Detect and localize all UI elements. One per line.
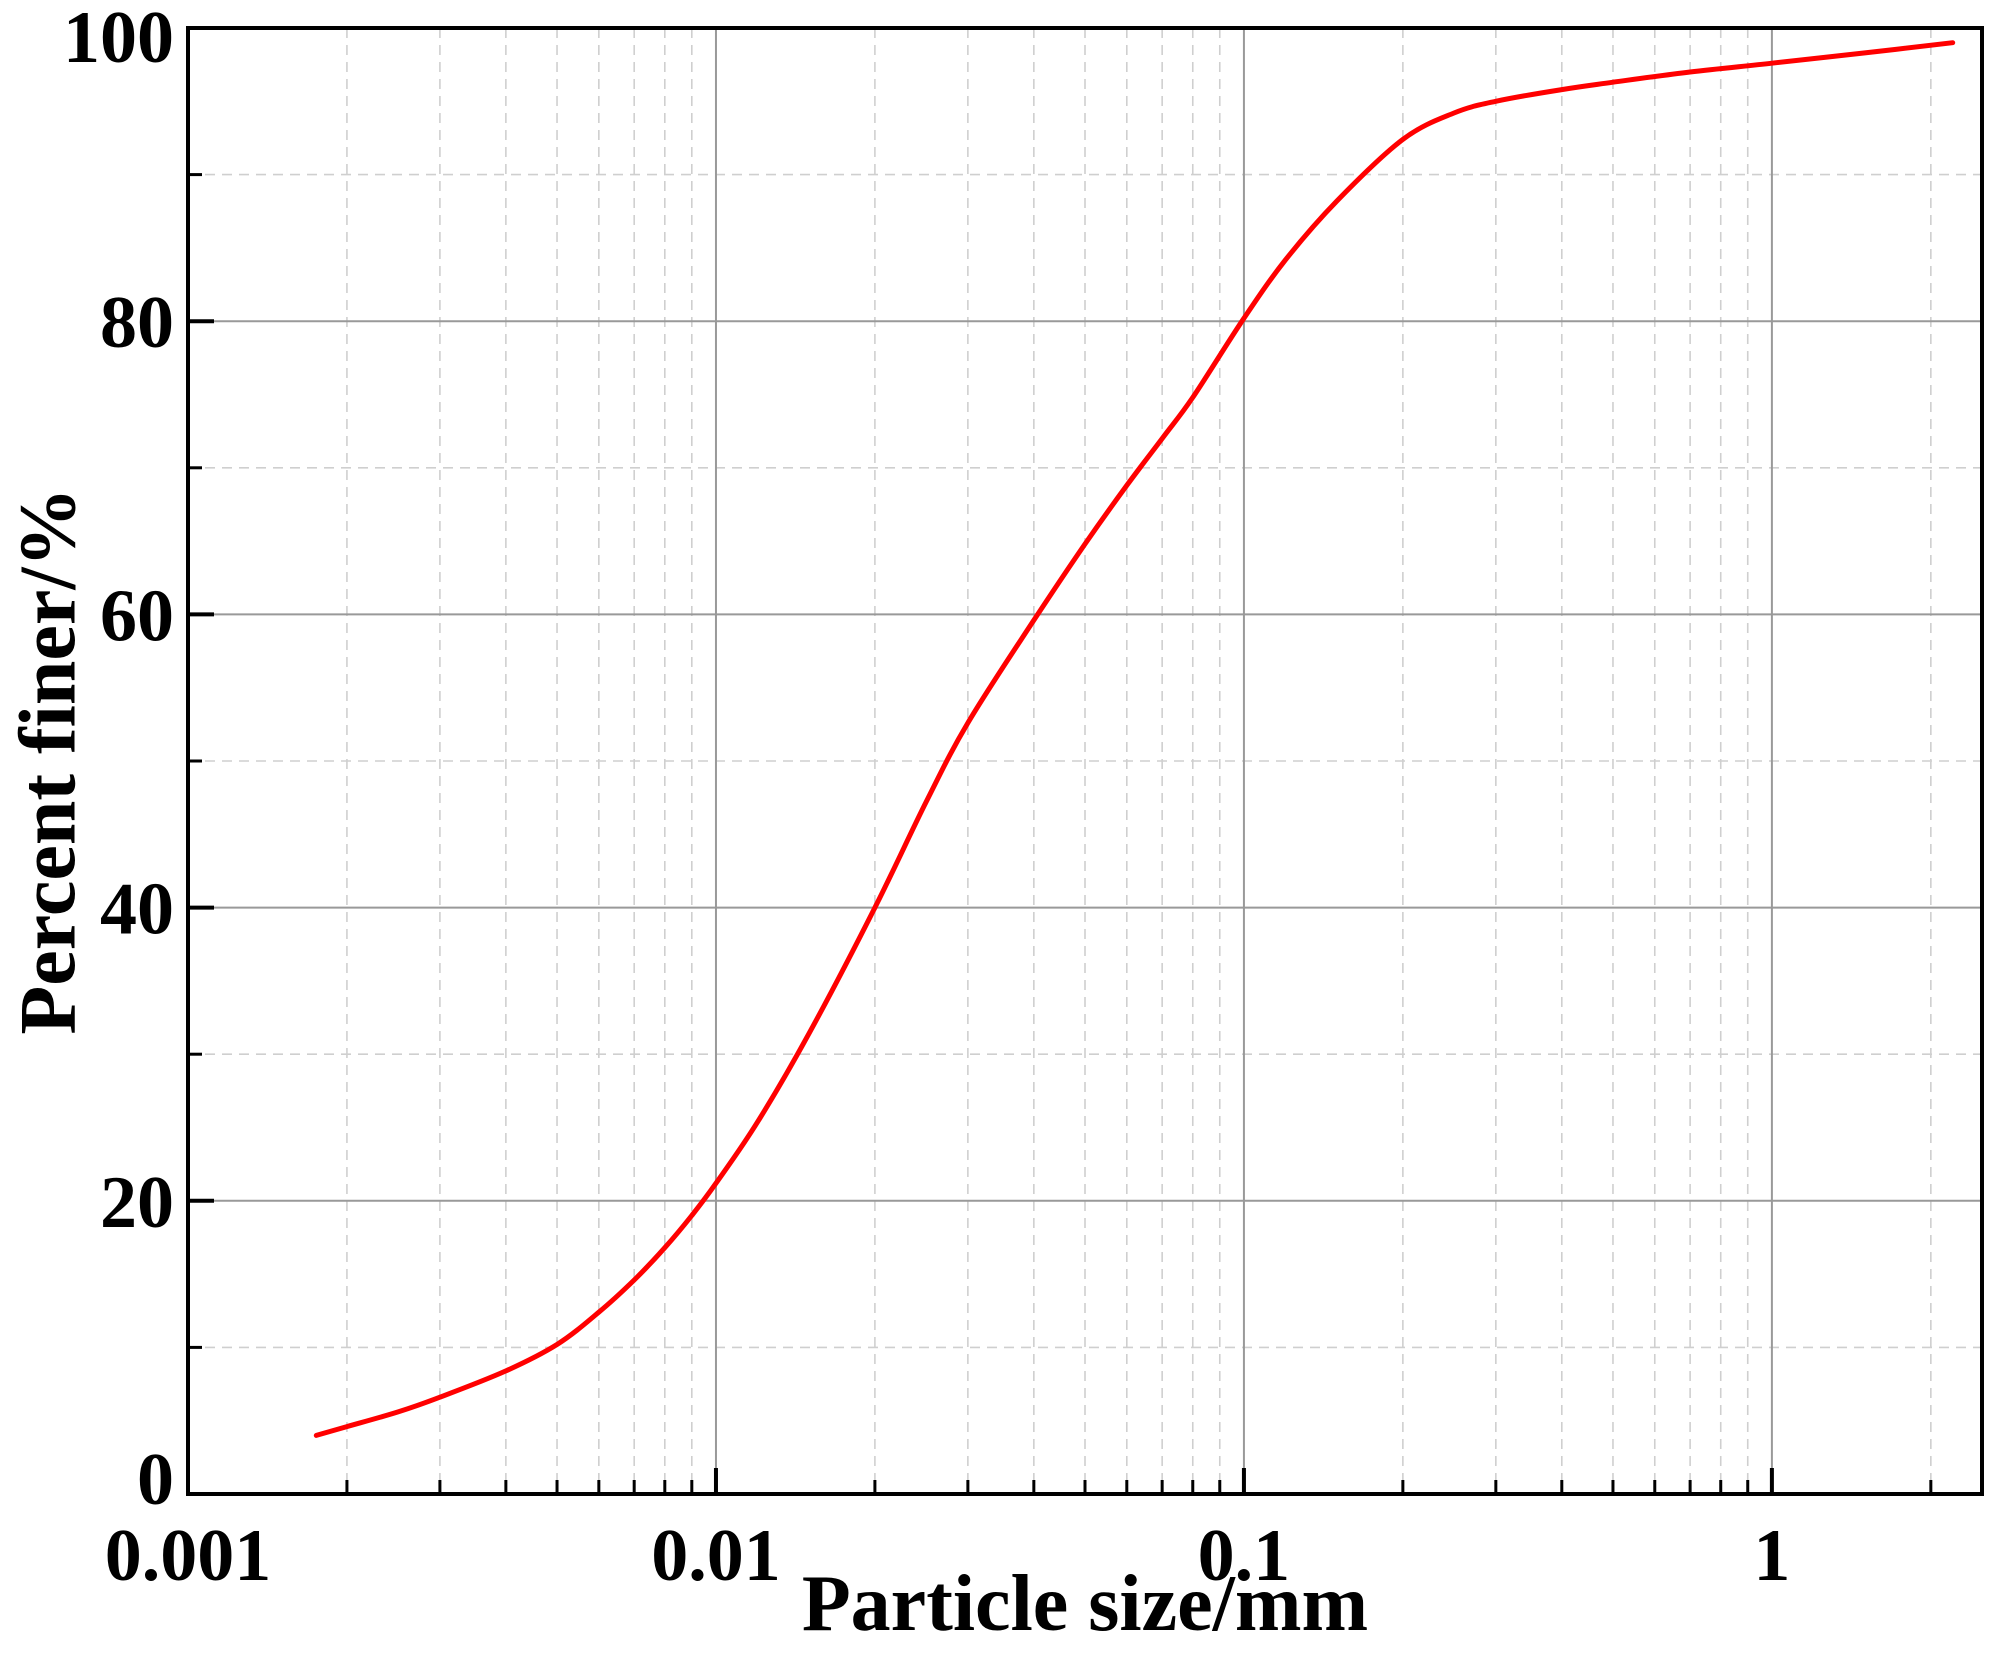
tick-marks — [186, 26, 1933, 1496]
x-axis-title: Particle size/mm — [802, 1560, 1368, 1648]
y-tick-label: 80 — [100, 282, 174, 364]
x-tick-label: 0.001 — [105, 1515, 272, 1597]
x-tick-label: 0.1 — [1198, 1515, 1291, 1597]
x-tick-label: 1 — [1753, 1515, 1790, 1597]
y-tick-label: 20 — [100, 1162, 174, 1244]
y-axis-title: Percent finer/% — [4, 487, 92, 1034]
y-tick-label: 100 — [63, 0, 174, 79]
series-layer — [313, 40, 1956, 1438]
y-tick-label: 0 — [137, 1439, 174, 1521]
x-tick-label: 0.01 — [651, 1515, 781, 1597]
major-grid — [188, 28, 1982, 1494]
minor-grid — [188, 28, 1982, 1494]
y-tick-label: 40 — [100, 869, 174, 951]
tick-labels: 0.001 0.01 0.1 1 0 20 40 60 80 100 — [63, 0, 1790, 1597]
series-line-0 — [313, 40, 1956, 1438]
y-tick-label: 60 — [100, 575, 174, 657]
